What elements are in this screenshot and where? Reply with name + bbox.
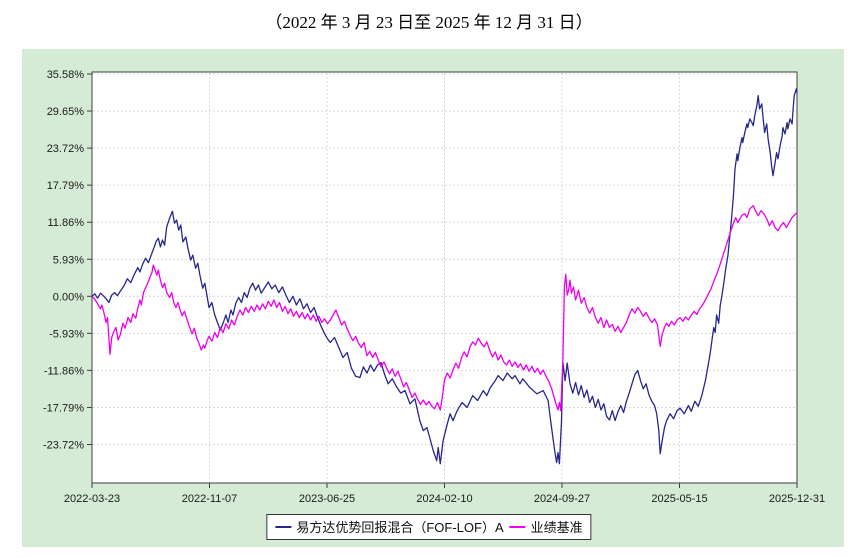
- legend-item-benchmark: 业绩基准: [509, 517, 583, 536]
- fund-line: [91, 88, 798, 465]
- x-axis-tick-label: 2024-09-27: [534, 493, 590, 505]
- y-axis-tick-label: -11.86%: [44, 365, 84, 377]
- x-axis-tick-label: 2024-02-10: [416, 493, 472, 505]
- x-axis-tick-label: 2022-03-23: [64, 493, 120, 505]
- legend-label-benchmark: 业绩基准: [530, 520, 583, 535]
- y-axis-tick-label: -5.93%: [49, 328, 84, 340]
- y-axis-tick-label: 17.79%: [47, 180, 85, 192]
- y-axis-tick-label: 5.93%: [53, 254, 84, 266]
- y-axis-tick-label: 11.86%: [48, 217, 85, 229]
- chart-date-range-title: （2022 年 3 月 23 日至 2025 年 12 月 31 日）: [265, 13, 593, 32]
- fund-line-swatch-icon: [275, 525, 292, 528]
- chart-legend: 易方达优势回报混合（FOF-LOF）A 业绩基准: [266, 514, 592, 540]
- x-axis-tick-label: 2025-12-31: [769, 493, 825, 505]
- legend-item-fund: 易方达优势回报混合（FOF-LOF）A: [275, 517, 504, 536]
- y-axis-tick-label: -17.79%: [43, 402, 84, 414]
- y-axis-tick-label: 35.58%: [47, 69, 85, 81]
- x-axis-tick-label: 2025-05-15: [651, 493, 707, 505]
- y-axis-tick-label: -23.72%: [43, 440, 84, 452]
- y-axis-tick-label: 23.72%: [47, 143, 85, 155]
- x-axis-tick-label: 2022-11-07: [182, 493, 237, 505]
- y-axis-tick-label: 0.00%: [53, 291, 84, 303]
- y-axis-tick-label: 29.65%: [47, 106, 85, 118]
- x-axis-tick-label: 2023-06-25: [299, 493, 355, 505]
- legend-label-fund: 易方达优势回报混合（FOF-LOF）A: [296, 520, 504, 535]
- benchmark-line-swatch-icon: [509, 525, 526, 528]
- benchmark-line: [91, 205, 798, 412]
